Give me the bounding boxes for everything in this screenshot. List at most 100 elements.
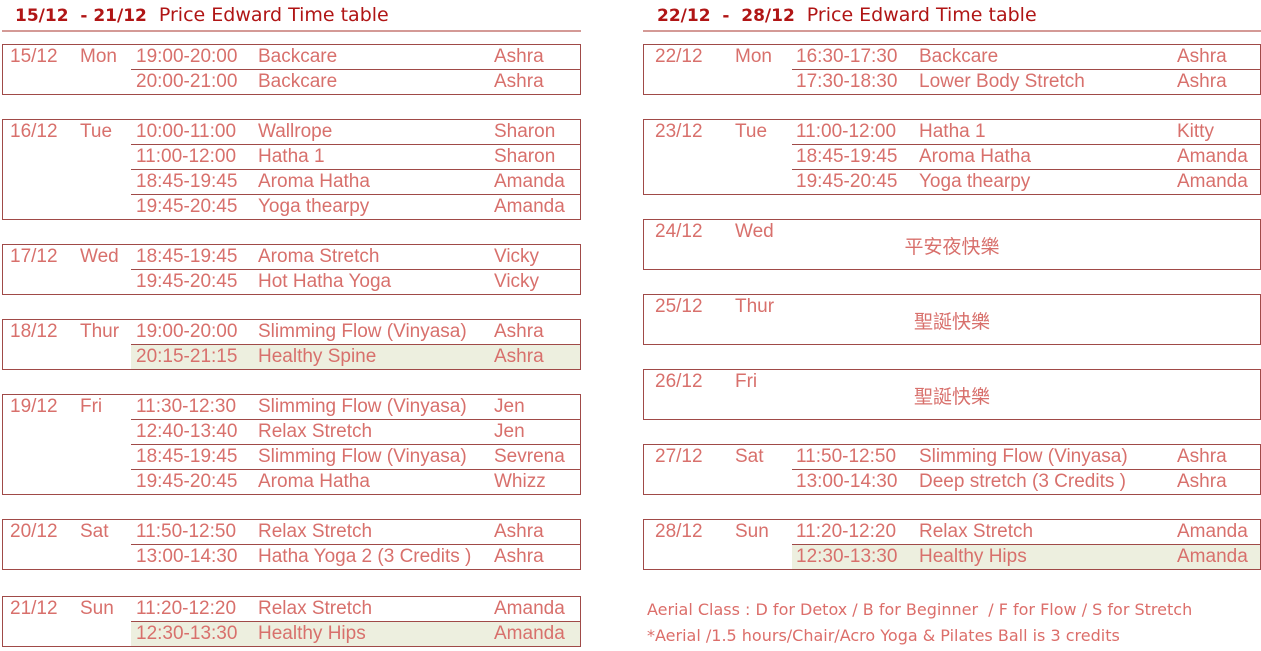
day-name: Fri: [80, 396, 103, 417]
class-name: Healthy Hips: [258, 623, 366, 644]
class-time: 19:45-20:45: [136, 271, 238, 292]
class-time: 19:45-20:45: [796, 171, 898, 192]
day-name: Tue: [80, 121, 113, 142]
day-block: 18/12 Thur 19:00-20:00 Slimming Flow (Vinya…: [2, 319, 581, 370]
class-time: 18:45-19:45: [136, 446, 238, 467]
day-date: 24/12: [655, 221, 703, 242]
day-date: 17/12: [10, 246, 58, 267]
class-time: 12:30-13:30: [796, 546, 898, 567]
class-row: [131, 344, 580, 369]
day-date: 25/12: [655, 296, 703, 317]
class-name: Slimming Flow (Vinyasa): [258, 396, 467, 417]
day-date: 28/12: [655, 521, 703, 542]
credits-note: *Aerial /1.5 hours/Chair/Acro Yoga & Pil…: [647, 626, 1120, 645]
class-row: [792, 544, 1260, 569]
class-row: [792, 469, 1260, 494]
day-date: 26/12: [655, 371, 703, 392]
day-block: 16/12 Tue 10:00-11:00 Wallrope Sharon 11:00-1…: [2, 119, 581, 220]
class-name: Relax Stretch: [258, 598, 373, 619]
class-row: [792, 69, 1260, 94]
day-name: Wed: [80, 246, 119, 267]
class-time: 18:45-19:45: [136, 171, 238, 192]
class-time: 11:30-12:30: [136, 396, 237, 417]
week-range: 15/12 - 21/12: [15, 6, 147, 26]
class-name: Yoga thearpy: [258, 196, 370, 217]
day-name: Sat: [80, 521, 109, 542]
class-time: 10:00-11:00: [136, 121, 237, 142]
day-name: Fri: [735, 371, 758, 392]
class-teacher: Ashra: [1177, 71, 1227, 92]
day-date: 23/12: [655, 121, 703, 142]
day-name: Sun: [80, 598, 114, 619]
day-block: 24/12 Wed 平安夜快樂: [643, 219, 1261, 270]
day-date: 20/12: [10, 521, 58, 542]
class-teacher: Amanda: [1177, 521, 1248, 542]
class-name: Backcare: [258, 71, 338, 92]
class-teacher: Ashra: [494, 346, 544, 367]
week-title: 15/12 - 21/12 Price Edward Time table: [15, 4, 389, 26]
class-row: [131, 169, 580, 194]
day-block: 26/12 Fri 聖誕快樂: [643, 369, 1261, 420]
day-block: 15/12 Mon 19:00-20:00 Backcare Ashra 20:00-21…: [2, 44, 581, 95]
class-name: Relax Stretch: [258, 521, 373, 542]
class-teacher: Sharon: [494, 146, 556, 167]
class-teacher: Kitty: [1177, 121, 1214, 142]
title-divider: [643, 30, 1261, 32]
class-name: Slimming Flow (Vinyasa): [258, 446, 467, 467]
class-teacher: Amanda: [1177, 546, 1248, 567]
class-name: Healthy Spine: [258, 346, 377, 367]
class-row: [131, 144, 580, 169]
class-teacher: Whizz: [494, 471, 546, 492]
class-time: 17:30-18:30: [796, 71, 898, 92]
class-name: Aroma Hatha: [258, 171, 370, 192]
class-time: 18:45-19:45: [136, 246, 238, 267]
class-name: Aroma Hatha: [258, 471, 370, 492]
class-time: 19:45-20:45: [136, 471, 238, 492]
class-time: 11:00-12:00: [796, 121, 897, 142]
class-time: 12:40-13:40: [136, 421, 238, 442]
day-name: Mon: [735, 46, 772, 67]
day-block: 21/12 Sun 11:20-12:20 Relax Stretch Amanda 12…: [2, 596, 581, 647]
day-block: 28/12 Sun 11:20-12:20 Relax Stretch Amanda 12…: [643, 519, 1261, 570]
class-time: 11:00-12:00: [136, 146, 237, 167]
holiday-greeting: 平安夜快樂: [904, 236, 1000, 258]
class-name: Aroma Stretch: [258, 246, 380, 267]
day-block: 17/12 Wed 18:45-19:45 Aroma Stretch Vicky 19:…: [2, 244, 581, 295]
aerial-note: Aerial Class : D for Detox / B for Begin…: [647, 600, 1193, 619]
timetable-title: Price Edward Time table: [158, 4, 389, 26]
class-name: Relax Stretch: [919, 521, 1034, 542]
class-row: [131, 444, 580, 469]
title-divider: [2, 30, 581, 32]
class-row: [131, 269, 580, 294]
class-teacher: Ashra: [494, 46, 544, 67]
day-name: Wed: [735, 221, 774, 242]
class-name: Backcare: [919, 46, 999, 67]
holiday-greeting: 聖誕快樂: [913, 386, 990, 408]
day-block: 20/12 Sat 11:50-12:50 Relax Stretch Ashra 13:…: [2, 519, 581, 570]
class-teacher: Ashra: [494, 521, 544, 542]
class-name: Deep stretch (3 Credits ): [919, 471, 1126, 492]
class-name: Aroma Hatha: [919, 146, 1031, 167]
day-date: 15/12: [10, 46, 58, 67]
class-name: Relax Stretch: [258, 421, 373, 442]
day-date: 27/12: [655, 446, 703, 467]
class-time: 16:30-17:30: [796, 46, 898, 67]
class-time: 11:20-12:20: [136, 598, 237, 619]
class-row: [131, 621, 580, 646]
class-time: 19:00-20:00: [136, 321, 238, 342]
class-teacher: Amanda: [494, 623, 565, 644]
class-time: 12:30-13:30: [136, 623, 238, 644]
class-time: 20:15-21:15: [136, 346, 238, 367]
day-block: 27/12 Sat 11:50-12:50 Slimming Flow (Vinyas…: [643, 444, 1261, 495]
class-teacher: Amanda: [494, 196, 565, 217]
day-name: Sat: [735, 446, 764, 467]
class-teacher: Ashra: [494, 546, 544, 567]
class-time: 19:00-20:00: [136, 46, 238, 67]
day-name: Sun: [735, 521, 769, 542]
class-teacher: Jen: [494, 396, 525, 417]
class-row: [131, 469, 580, 494]
class-time: 11:50-12:50: [796, 446, 897, 467]
class-time: 11:20-12:20: [796, 521, 897, 542]
class-teacher: Sharon: [494, 121, 556, 142]
class-name: Hatha 1: [919, 121, 986, 142]
